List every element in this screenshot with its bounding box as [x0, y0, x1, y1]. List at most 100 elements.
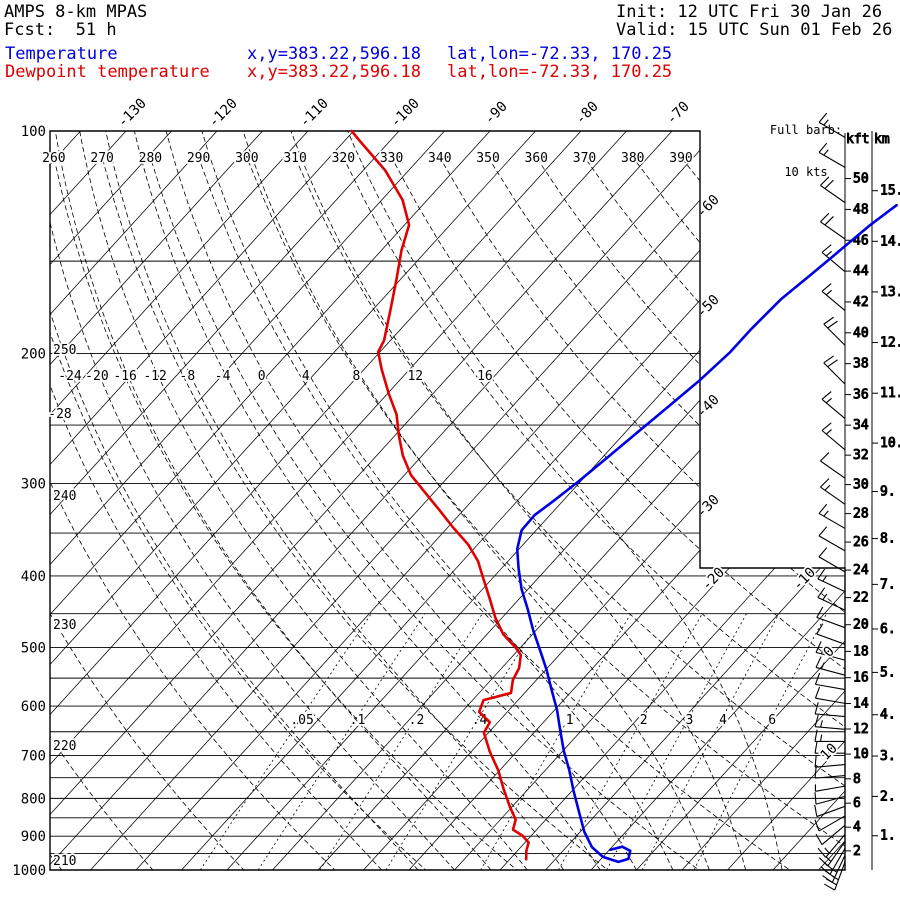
svg-text:48: 48: [853, 202, 869, 217]
svg-text:8: 8: [853, 772, 861, 787]
svg-text:16: 16: [853, 671, 869, 686]
svg-text:380: 380: [621, 151, 644, 166]
svg-text:4.: 4.: [880, 708, 896, 723]
svg-text:800: 800: [21, 791, 46, 807]
svg-text:36: 36: [853, 388, 869, 403]
svg-text:1000: 1000: [12, 863, 46, 879]
svg-text:260: 260: [42, 151, 65, 166]
svg-text:24: 24: [853, 563, 869, 578]
svg-text:12: 12: [853, 722, 869, 737]
svg-text:-130: -130: [115, 96, 150, 131]
svg-text:310: 310: [283, 151, 306, 166]
legend-temperature-label: Temperature: [5, 44, 118, 64]
svg-text:22: 22: [853, 591, 869, 606]
svg-text:270: 270: [90, 151, 113, 166]
legend-dewpoint-xy: x,y=383.22,596.18: [247, 62, 421, 82]
svg-text:34: 34: [853, 418, 869, 433]
svg-text:370: 370: [573, 151, 596, 166]
legend-temperature-xy: x,y=383.22,596.18: [247, 44, 421, 64]
svg-text:32: 32: [853, 448, 869, 463]
svg-text:10.: 10.: [880, 436, 900, 451]
svg-text:40: 40: [853, 326, 869, 341]
chart-border: [49, 130, 846, 871]
svg-text:-40: -40: [694, 392, 723, 421]
svg-text:340: 340: [428, 151, 451, 166]
svg-text:-80: -80: [573, 99, 602, 128]
altitude-scale: kft km50484644424038363432302826242220181…: [844, 131, 900, 870]
svg-text:230: 230: [53, 618, 76, 633]
svg-text:12: 12: [407, 369, 423, 384]
isotherm-lines: [50, 131, 845, 870]
temperature-curve: [515, 203, 898, 864]
wind-barbs: [814, 112, 846, 891]
svg-text:kft: kft: [846, 132, 869, 147]
svg-text:330: 330: [380, 151, 403, 166]
svg-text:7.: 7.: [880, 577, 896, 592]
svg-text:3: 3: [685, 713, 693, 728]
svg-text:-4: -4: [215, 369, 231, 384]
dewpoint-curve: [350, 129, 530, 861]
svg-text:-16: -16: [113, 369, 136, 384]
svg-text:-110: -110: [297, 96, 332, 131]
svg-text:38: 38: [853, 357, 869, 372]
svg-text:12.: 12.: [880, 336, 900, 351]
svg-text:-20: -20: [85, 369, 108, 384]
svg-text:280: 280: [139, 151, 162, 166]
svg-text:.05: .05: [290, 713, 313, 728]
svg-text:18: 18: [853, 644, 869, 659]
svg-text:250: 250: [53, 343, 76, 358]
svg-text:320: 320: [332, 151, 355, 166]
svg-text:-30: -30: [694, 492, 723, 521]
svg-text:26: 26: [853, 535, 869, 550]
svg-text:9.: 9.: [880, 485, 896, 500]
svg-text:2: 2: [853, 844, 861, 859]
svg-text:210: 210: [53, 854, 76, 869]
legend-dewpoint-latlon: lat,lon=-72.33, 170.25: [447, 62, 673, 82]
svg-text:.2: .2: [409, 713, 425, 728]
svg-text:6: 6: [853, 796, 861, 811]
svg-text:28: 28: [853, 507, 869, 522]
svg-text:50: 50: [853, 172, 869, 187]
svg-text:6: 6: [768, 713, 776, 728]
svg-text:-28: -28: [48, 407, 71, 422]
valid-time: Valid: 15 UTC Sun 01 Feb 26: [616, 20, 893, 40]
moist-adiabats: [50, 131, 783, 870]
svg-text:-100: -100: [388, 96, 423, 131]
svg-text:42: 42: [853, 295, 869, 310]
svg-text:100: 100: [21, 124, 46, 140]
svg-text:500: 500: [21, 641, 46, 657]
svg-text:900: 900: [21, 829, 46, 845]
svg-text:290: 290: [187, 151, 210, 166]
legend-dewpoint-label: Dewpoint temperature: [5, 62, 210, 82]
svg-text:-50: -50: [694, 292, 723, 321]
svg-text:1.: 1.: [880, 829, 896, 844]
svg-text:-24: -24: [58, 369, 82, 384]
svg-text:5.: 5.: [880, 665, 896, 680]
svg-text:-20: -20: [699, 565, 728, 594]
svg-text:-90: -90: [482, 99, 511, 128]
svg-text:-60: -60: [694, 192, 723, 221]
legend-temperature-latlon: lat,lon=-72.33, 170.25: [447, 44, 673, 64]
svg-text:-70: -70: [664, 99, 693, 128]
svg-text:15.: 15.: [880, 184, 900, 199]
svg-text:44: 44: [853, 264, 869, 279]
svg-text:46: 46: [853, 233, 869, 248]
svg-text:14.: 14.: [880, 234, 900, 249]
svg-text:350: 350: [476, 151, 499, 166]
svg-text:240: 240: [53, 489, 76, 504]
dry-adiabats: [50, 161, 845, 870]
svg-text:220: 220: [53, 739, 76, 754]
svg-text:30: 30: [853, 478, 869, 493]
svg-text:8: 8: [352, 369, 360, 384]
svg-text:4: 4: [719, 713, 727, 728]
svg-text:km: km: [874, 132, 890, 147]
svg-text:4: 4: [302, 369, 310, 384]
svg-text:6.: 6.: [880, 622, 896, 637]
forecast-hour: Fcst: 51 h: [4, 20, 117, 40]
svg-text:360: 360: [525, 151, 548, 166]
model-name: AMPS 8-km MPAS: [4, 2, 148, 22]
svg-text:14: 14: [853, 697, 869, 712]
svg-text:700: 700: [21, 749, 46, 765]
svg-text:-8: -8: [180, 369, 196, 384]
